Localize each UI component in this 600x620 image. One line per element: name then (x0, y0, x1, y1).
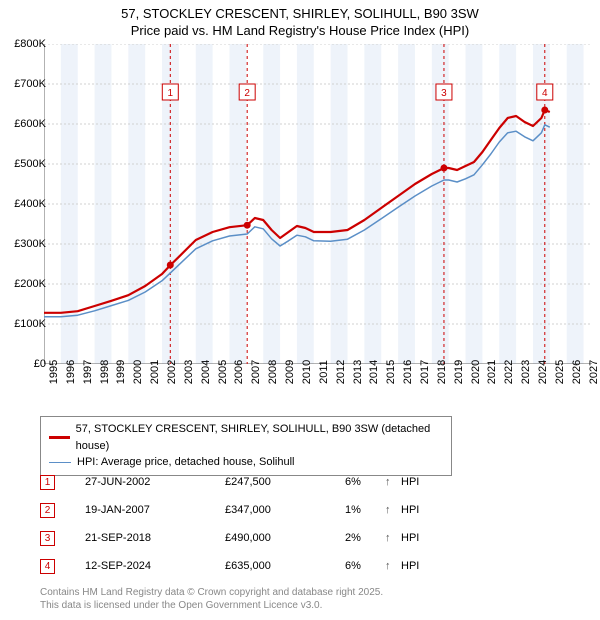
footer-line-2: This data is licensed under the Open Gov… (40, 599, 383, 612)
x-tick-label: 2015 (385, 360, 397, 384)
sale-hpi-label: HPI (401, 476, 431, 488)
sale-pct: 2% (345, 532, 385, 544)
up-arrow-icon: ↑ (385, 560, 401, 572)
sales-table: 127-JUN-2002£247,5006%↑HPI219-JAN-2007£3… (40, 468, 431, 580)
sale-pct: 6% (345, 560, 385, 572)
legend-swatch (49, 436, 70, 438)
sale-hpi-label: HPI (401, 560, 431, 572)
y-tick-label: £500K (6, 158, 46, 170)
x-tick-label: 2023 (520, 360, 532, 384)
x-tick-label: 2009 (284, 360, 296, 384)
y-tick-label: £0 (6, 358, 46, 370)
y-tick-label: £200K (6, 278, 46, 290)
up-arrow-icon: ↑ (385, 476, 401, 488)
svg-text:4: 4 (542, 88, 548, 99)
x-tick-label: 1999 (115, 360, 127, 384)
x-tick-label: 2007 (250, 360, 262, 384)
up-arrow-icon: ↑ (385, 504, 401, 516)
sale-date: 19-JAN-2007 (85, 504, 225, 516)
sale-price: £490,000 (225, 532, 345, 544)
x-tick-label: 2012 (335, 360, 347, 384)
sale-marker-box: 4 (40, 559, 55, 574)
y-tick-label: £600K (6, 118, 46, 130)
x-tick-label: 2011 (318, 360, 330, 384)
x-tick-label: 2010 (301, 360, 313, 384)
footer-line-1: Contains HM Land Registry data © Crown c… (40, 586, 383, 599)
x-tick-label: 2008 (267, 360, 279, 384)
sale-row: 3 21-SEP-2018£490,0002%↑HPI (40, 524, 431, 552)
chart-plot-area: 1 2 3 4 (44, 44, 592, 364)
y-tick-label: £400K (6, 198, 46, 210)
x-tick-label: 2026 (571, 360, 583, 384)
title-block: 57, STOCKLEY CRESCENT, SHIRLEY, SOLIHULL… (0, 0, 600, 42)
legend-label: 57, STOCKLEY CRESCENT, SHIRLEY, SOLIHULL… (76, 421, 443, 454)
x-tick-label: 2019 (453, 360, 465, 384)
x-tick-label: 2017 (419, 360, 431, 384)
legend-row: 57, STOCKLEY CRESCENT, SHIRLEY, SOLIHULL… (49, 421, 443, 454)
y-tick-label: £800K (6, 38, 46, 50)
x-tick-label: 1998 (99, 360, 111, 384)
x-tick-label: 2004 (200, 360, 212, 384)
chart-container: 57, STOCKLEY CRESCENT, SHIRLEY, SOLIHULL… (0, 0, 600, 620)
x-tick-label: 2014 (368, 360, 380, 384)
sale-price: £347,000 (225, 504, 345, 516)
x-tick-label: 2018 (436, 360, 448, 384)
x-tick-label: 1996 (65, 360, 77, 384)
sale-price: £247,500 (225, 476, 345, 488)
legend-swatch (49, 462, 71, 464)
x-tick-label: 2000 (132, 360, 144, 384)
x-tick-label: 1997 (82, 360, 94, 384)
x-tick-label: 2021 (486, 360, 498, 384)
y-tick-label: £700K (6, 78, 46, 90)
svg-text:1: 1 (168, 88, 174, 99)
x-tick-label: 2001 (149, 360, 161, 384)
sale-marker-box: 2 (40, 503, 55, 518)
x-tick-label: 2020 (470, 360, 482, 384)
sale-date: 27-JUN-2002 (85, 476, 225, 488)
x-tick-label: 2003 (183, 360, 195, 384)
title-line-2: Price paid vs. HM Land Registry's House … (10, 23, 590, 40)
sale-pct: 1% (345, 504, 385, 516)
x-tick-label: 2025 (554, 360, 566, 384)
x-tick-label: 2016 (402, 360, 414, 384)
sale-row: 2 19-JAN-2007£347,0001%↑HPI (40, 496, 431, 524)
sale-date: 21-SEP-2018 (85, 532, 225, 544)
svg-text:3: 3 (441, 88, 447, 99)
sale-marker-box: 1 (40, 475, 55, 490)
up-arrow-icon: ↑ (385, 532, 401, 544)
footer: Contains HM Land Registry data © Crown c… (40, 586, 383, 612)
sale-marker-box: 3 (40, 531, 55, 546)
sale-price: £635,000 (225, 560, 345, 572)
sale-hpi-label: HPI (401, 532, 431, 544)
x-tick-label: 2022 (503, 360, 515, 384)
y-tick-label: £300K (6, 238, 46, 250)
x-tick-label: 2002 (166, 360, 178, 384)
sale-hpi-label: HPI (401, 504, 431, 516)
sale-row: 1 27-JUN-2002£247,5006%↑HPI (40, 468, 431, 496)
legend: 57, STOCKLEY CRESCENT, SHIRLEY, SOLIHULL… (40, 416, 452, 476)
sale-date: 12-SEP-2024 (85, 560, 225, 572)
x-tick-label: 2006 (233, 360, 245, 384)
x-tick-label: 2024 (537, 360, 549, 384)
sale-pct: 6% (345, 476, 385, 488)
x-tick-label: 1995 (48, 360, 60, 384)
chart-svg: 1 2 3 4 (44, 44, 592, 364)
x-tick-label: 2027 (588, 360, 600, 384)
sale-row: 4 12-SEP-2024£635,0006%↑HPI (40, 552, 431, 580)
svg-text:2: 2 (244, 88, 250, 99)
x-tick-label: 2005 (217, 360, 229, 384)
title-line-1: 57, STOCKLEY CRESCENT, SHIRLEY, SOLIHULL… (10, 6, 590, 23)
x-tick-label: 2013 (352, 360, 364, 384)
y-tick-label: £100K (6, 318, 46, 330)
